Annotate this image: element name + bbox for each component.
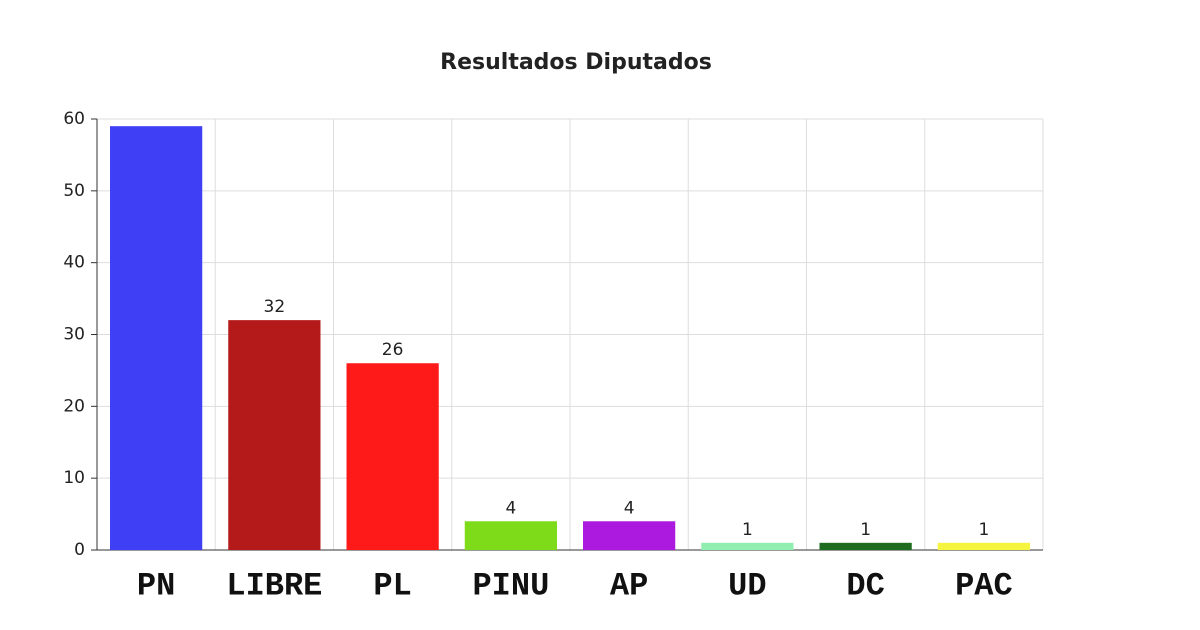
x-tick-label: UD: [728, 567, 766, 604]
bar: [228, 320, 321, 550]
x-tick-label: LIBRE: [226, 567, 322, 604]
y-tick-label: 60: [63, 109, 85, 129]
value-label: 1: [742, 520, 753, 540]
bar: [464, 521, 557, 550]
x-tick-label: PN: [137, 567, 175, 604]
bar: [110, 126, 203, 550]
value-label: 4: [624, 498, 635, 518]
value-label: 4: [505, 498, 516, 518]
x-tick-label: DC: [846, 567, 884, 604]
value-label: 32: [264, 297, 286, 317]
x-tick-label: PAC: [955, 567, 1013, 604]
value-label: 26: [382, 340, 404, 360]
bar: [701, 542, 794, 550]
y-tick-label: 10: [63, 468, 85, 488]
value-label: 1: [978, 520, 989, 540]
value-label: 1: [860, 520, 871, 540]
y-tick-label: 20: [63, 396, 85, 416]
bar: [819, 542, 912, 550]
bar: [346, 363, 439, 550]
y-tick-label: 0: [74, 540, 85, 560]
chart-title: Resultados Diputados: [440, 50, 712, 75]
bar: [937, 542, 1030, 550]
bar: [583, 521, 676, 550]
x-tick-label: PINU: [472, 567, 549, 604]
x-tick-label: AP: [610, 567, 648, 604]
y-tick-label: 50: [63, 181, 85, 201]
y-tick-label: 40: [63, 253, 85, 273]
x-tick-label: PL: [373, 567, 411, 604]
y-tick-label: 30: [63, 325, 85, 345]
